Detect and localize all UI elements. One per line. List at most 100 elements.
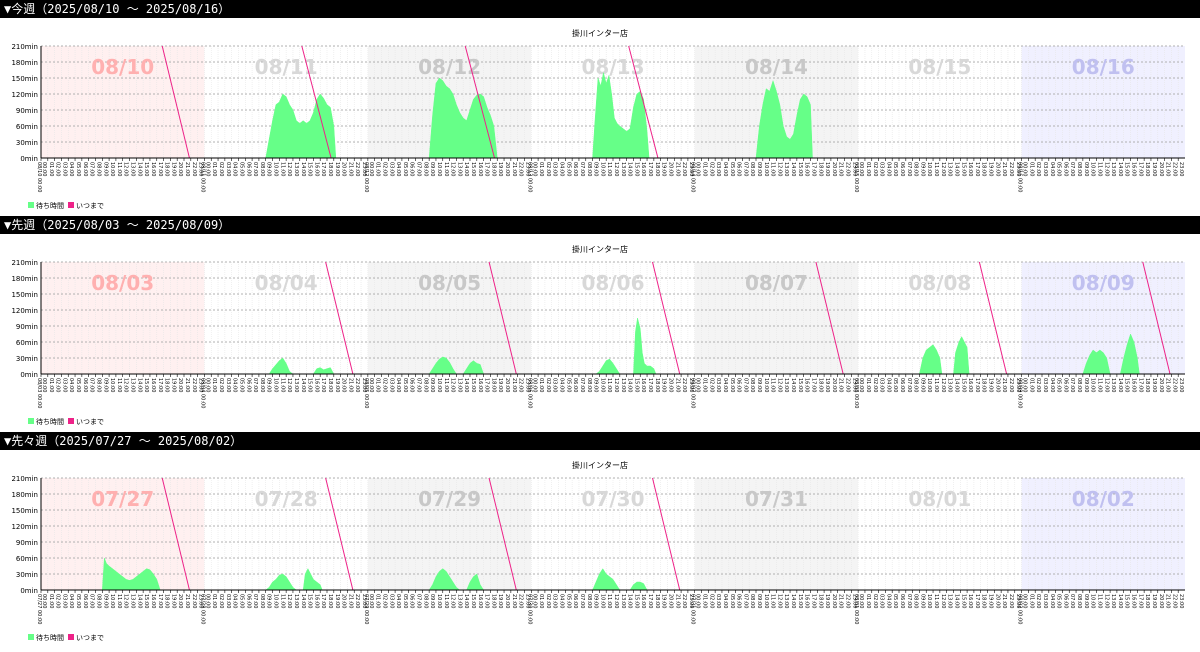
x-tick-label: 18:00 (1144, 162, 1150, 176)
x-tick-label: 12:00 (123, 162, 129, 176)
x-tick-label: 16:00 (477, 378, 483, 392)
x-tick-label: 06:00 (409, 594, 415, 608)
x-tick-label: 13:00 (456, 162, 462, 176)
x-tick-label: 07:00 (1069, 378, 1075, 392)
x-tick-label: 18:00 (490, 378, 496, 392)
x-tick-label: 02:00 (708, 594, 714, 608)
x-tick-label: 01:00 (865, 594, 871, 608)
x-tick-label: 05:00 (402, 378, 408, 392)
x-tick-label: 19:00 (661, 378, 667, 392)
x-tick-label: 09:00 (756, 594, 762, 608)
x-tick-label: 08:00 (259, 162, 265, 176)
x-tick-label: 20:00 (1158, 594, 1164, 608)
x-tick-label: 04:00 (885, 378, 891, 392)
x-tick-label: 05:00 (238, 378, 244, 392)
x-tick-label: 19:00 (497, 378, 503, 392)
x-tick-label: 05:00 (729, 594, 735, 608)
y-tick-label: 150min (11, 75, 38, 83)
x-tick-label: 10:00 (599, 162, 605, 176)
x-tick-label: 00:00 (368, 162, 374, 176)
x-tick-label: 09:00 (1083, 594, 1089, 608)
x-tick-label: 19:00 (661, 162, 667, 176)
x-tick-label: 19:00 (1151, 162, 1157, 176)
x-tick-label: 09:00 (1083, 378, 1089, 392)
x-tick-label: 15:00 (470, 594, 476, 608)
x-tick-date-label: 07/31 00:00 (690, 594, 696, 624)
x-tick-label: 21:00 (184, 594, 190, 608)
x-tick-label: 15:00 (1124, 594, 1130, 608)
x-tick-label: 18:00 (1144, 594, 1150, 608)
y-tick-label: 30min (16, 139, 38, 147)
y-tick-label: 90min (16, 323, 38, 331)
x-tick-label: 18:00 (1144, 378, 1150, 392)
x-tick-label: 15:00 (143, 594, 149, 608)
x-tick-label: 06:00 (409, 378, 415, 392)
x-tick-label: 04:00 (68, 594, 74, 608)
x-tick-label: 12:00 (1103, 594, 1109, 608)
x-tick-label: 11:00 (606, 378, 612, 392)
x-tick-label: 23:00 (1015, 162, 1021, 176)
x-tick-label: 08:00 (749, 594, 755, 608)
x-tick-label: 05:00 (1056, 378, 1062, 392)
x-tick-label: 21:00 (184, 378, 190, 392)
x-tick-label: 10:00 (763, 594, 769, 608)
x-tick-label: 15:00 (797, 378, 803, 392)
legend-swatch-until (68, 634, 74, 640)
x-tick-label: 13:00 (1110, 378, 1116, 392)
x-tick-label: 17:00 (320, 162, 326, 176)
x-tick-label: 01:00 (48, 594, 54, 608)
week-chart-this: 掛川インター店 0min 30min 60min 90min 120min 150min 18… (0, 18, 1200, 216)
x-tick-date-label: 08/12 00:00 (363, 162, 369, 192)
x-tick-label: 11:00 (770, 594, 776, 608)
y-tick-label: 30min (16, 355, 38, 363)
y-tick-label: 210min (11, 259, 38, 267)
until-line (652, 477, 681, 591)
x-tick-label: 14:00 (1117, 162, 1123, 176)
x-tick-label: 23:00 (1178, 594, 1184, 608)
wait-time-area (428, 568, 485, 591)
chart-title: 掛川インター店 (572, 460, 628, 470)
x-tick-label: 06:00 (736, 378, 742, 392)
x-tick-label: 17:00 (974, 378, 980, 392)
x-tick-label: 11:00 (1096, 594, 1102, 608)
x-tick-label: 05:00 (75, 594, 81, 608)
x-tick-label: 04:00 (722, 162, 728, 176)
x-tick-label: 19:00 (1151, 378, 1157, 392)
x-tick-label: 16:00 (640, 594, 646, 608)
x-tick-label: 08:00 (913, 594, 919, 608)
x-tick-label: 03:00 (879, 594, 885, 608)
x-tick-label: 14:00 (463, 594, 469, 608)
x-tick-label: 00:00 (41, 594, 47, 608)
x-tick-label: 20:00 (177, 378, 183, 392)
day-label: 08/02 (1072, 487, 1135, 511)
x-tick-label: 01:00 (538, 594, 544, 608)
x-tick-label: 14:00 (627, 594, 633, 608)
x-tick-label: 00:00 (1022, 594, 1028, 608)
x-tick-label: 04:00 (232, 594, 238, 608)
x-tick-label: 03:00 (225, 378, 231, 392)
x-tick-date-label: 07/27 00:00 (36, 594, 42, 624)
x-tick-label: 06:00 (245, 594, 251, 608)
x-tick-date-label: 08/02 00:00 (1017, 594, 1023, 624)
y-tick-label: 60min (16, 339, 38, 347)
x-tick-label: 21:00 (1001, 378, 1007, 392)
x-tick-label: 14:00 (300, 378, 306, 392)
x-tick-label: 04:00 (1049, 162, 1055, 176)
x-tick-label: 18:00 (654, 594, 660, 608)
x-tick-label: 20:00 (831, 594, 837, 608)
week-chart-two-weeks-ago: 掛川インター店 0min 30min 60min 90min 120min 150min 18… (0, 450, 1200, 648)
x-tick-label: 02:00 (1035, 162, 1041, 176)
x-tick-label: 04:00 (68, 162, 74, 176)
x-tick-label: 10:00 (599, 594, 605, 608)
x-tick-label: 23:00 (1178, 162, 1184, 176)
until-line (464, 45, 495, 159)
x-tick-label: 13:00 (620, 378, 626, 392)
x-tick-label: 05:00 (75, 162, 81, 176)
x-tick-label: 00:00 (531, 162, 537, 176)
x-tick-label: 01:00 (702, 594, 708, 608)
x-tick-label: 07:00 (742, 594, 748, 608)
x-tick-label: 20:00 (831, 378, 837, 392)
x-tick-label: 15:00 (307, 594, 313, 608)
x-tick-label: 23:00 (688, 378, 694, 392)
x-tick-label: 22:00 (1008, 378, 1014, 392)
